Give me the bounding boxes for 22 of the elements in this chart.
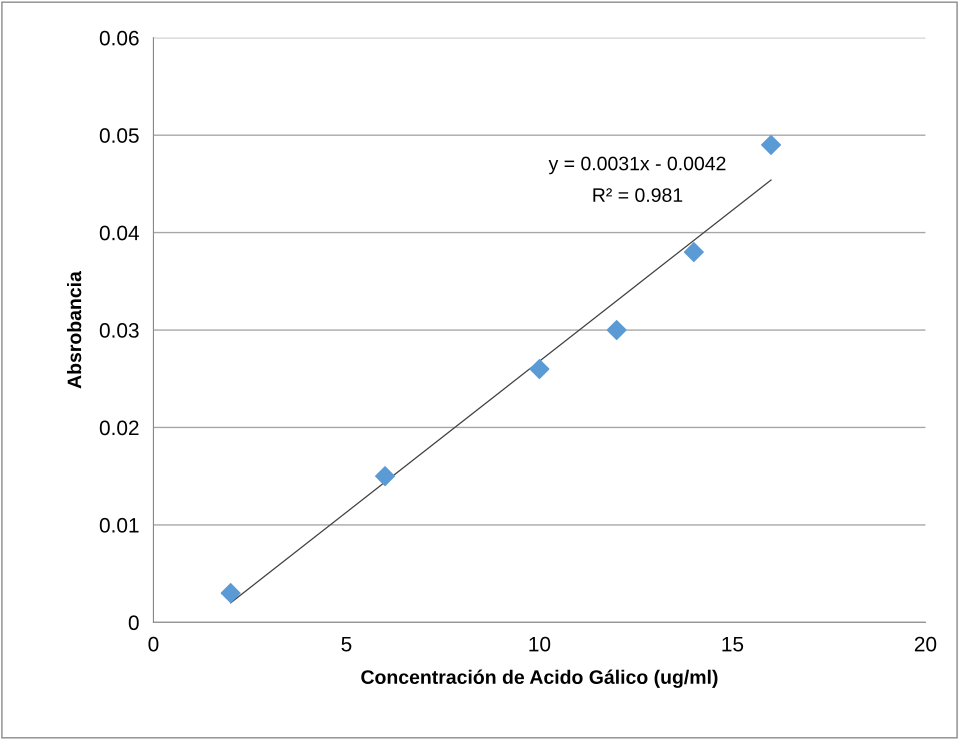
x-tick-label: 20 — [914, 636, 936, 652]
x-tick-label: 10 — [529, 636, 550, 652]
point — [220, 583, 241, 604]
point — [375, 466, 396, 486]
x-axis-title: Concentración de Acido Gálico (ug/ml) — [361, 670, 718, 688]
y-tick-label: 0.03 — [100, 323, 139, 338]
point — [761, 134, 782, 155]
point — [684, 242, 704, 262]
y-tick-label: 0.01 — [100, 518, 139, 533]
y-tick-label: 0 — [128, 615, 139, 630]
y-tick-label: 0.05 — [100, 128, 139, 143]
annotation: y = 0.0031x - 0.0042 — [548, 156, 726, 174]
y-tick-label: 0.06 — [100, 30, 139, 46]
y-tick-label: 0.02 — [100, 420, 139, 436]
y-tick-label: 0.04 — [100, 226, 139, 240]
y-axis-title: Absrobancia — [66, 271, 82, 388]
x-tick-label: 5 — [341, 636, 352, 652]
point — [606, 320, 627, 340]
point — [529, 359, 550, 380]
x-tick-label: 15 — [722, 636, 744, 652]
x-tick-label: 0 — [148, 636, 158, 652]
annotation: R² = 0.981 — [593, 188, 682, 202]
